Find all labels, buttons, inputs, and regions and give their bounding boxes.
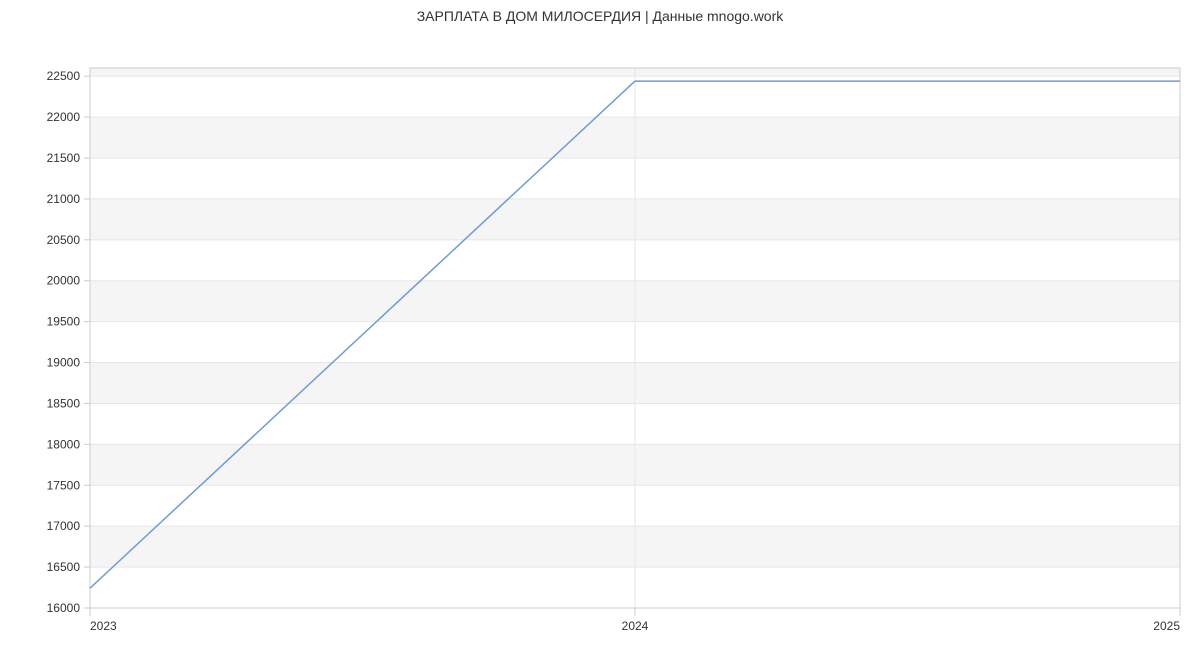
x-tick-label: 2024 — [622, 619, 649, 633]
x-tick-label: 2025 — [1153, 619, 1180, 633]
y-tick-label: 19500 — [47, 315, 81, 329]
y-tick-label: 21500 — [47, 151, 81, 165]
x-tick-label: 2023 — [90, 619, 117, 633]
line-chart: 16000 16500 17000 17500 18000 18500 19000 19500… — [0, 28, 1200, 648]
y-tick-label: 18000 — [47, 437, 81, 451]
y-tick-label: 16000 — [47, 601, 81, 615]
chart-container: 16000 16500 17000 17500 18000 18500 19000 19500… — [0, 28, 1200, 648]
y-tick-label: 22500 — [47, 69, 81, 83]
y-tick-label: 16500 — [47, 560, 81, 574]
y-tick-label: 22000 — [47, 110, 81, 124]
chart-title: ЗАРПЛАТА В ДОМ МИЛОСЕРДИЯ | Данные mnogo… — [0, 0, 1200, 28]
y-tick-label: 17000 — [47, 519, 81, 533]
y-tick-label: 17500 — [47, 478, 81, 492]
y-tick-label: 19000 — [47, 356, 81, 370]
y-tick-label: 20500 — [47, 233, 81, 247]
y-tick-label: 20000 — [47, 274, 81, 288]
y-tick-label: 18500 — [47, 396, 81, 410]
y-tick-label: 21000 — [47, 192, 81, 206]
